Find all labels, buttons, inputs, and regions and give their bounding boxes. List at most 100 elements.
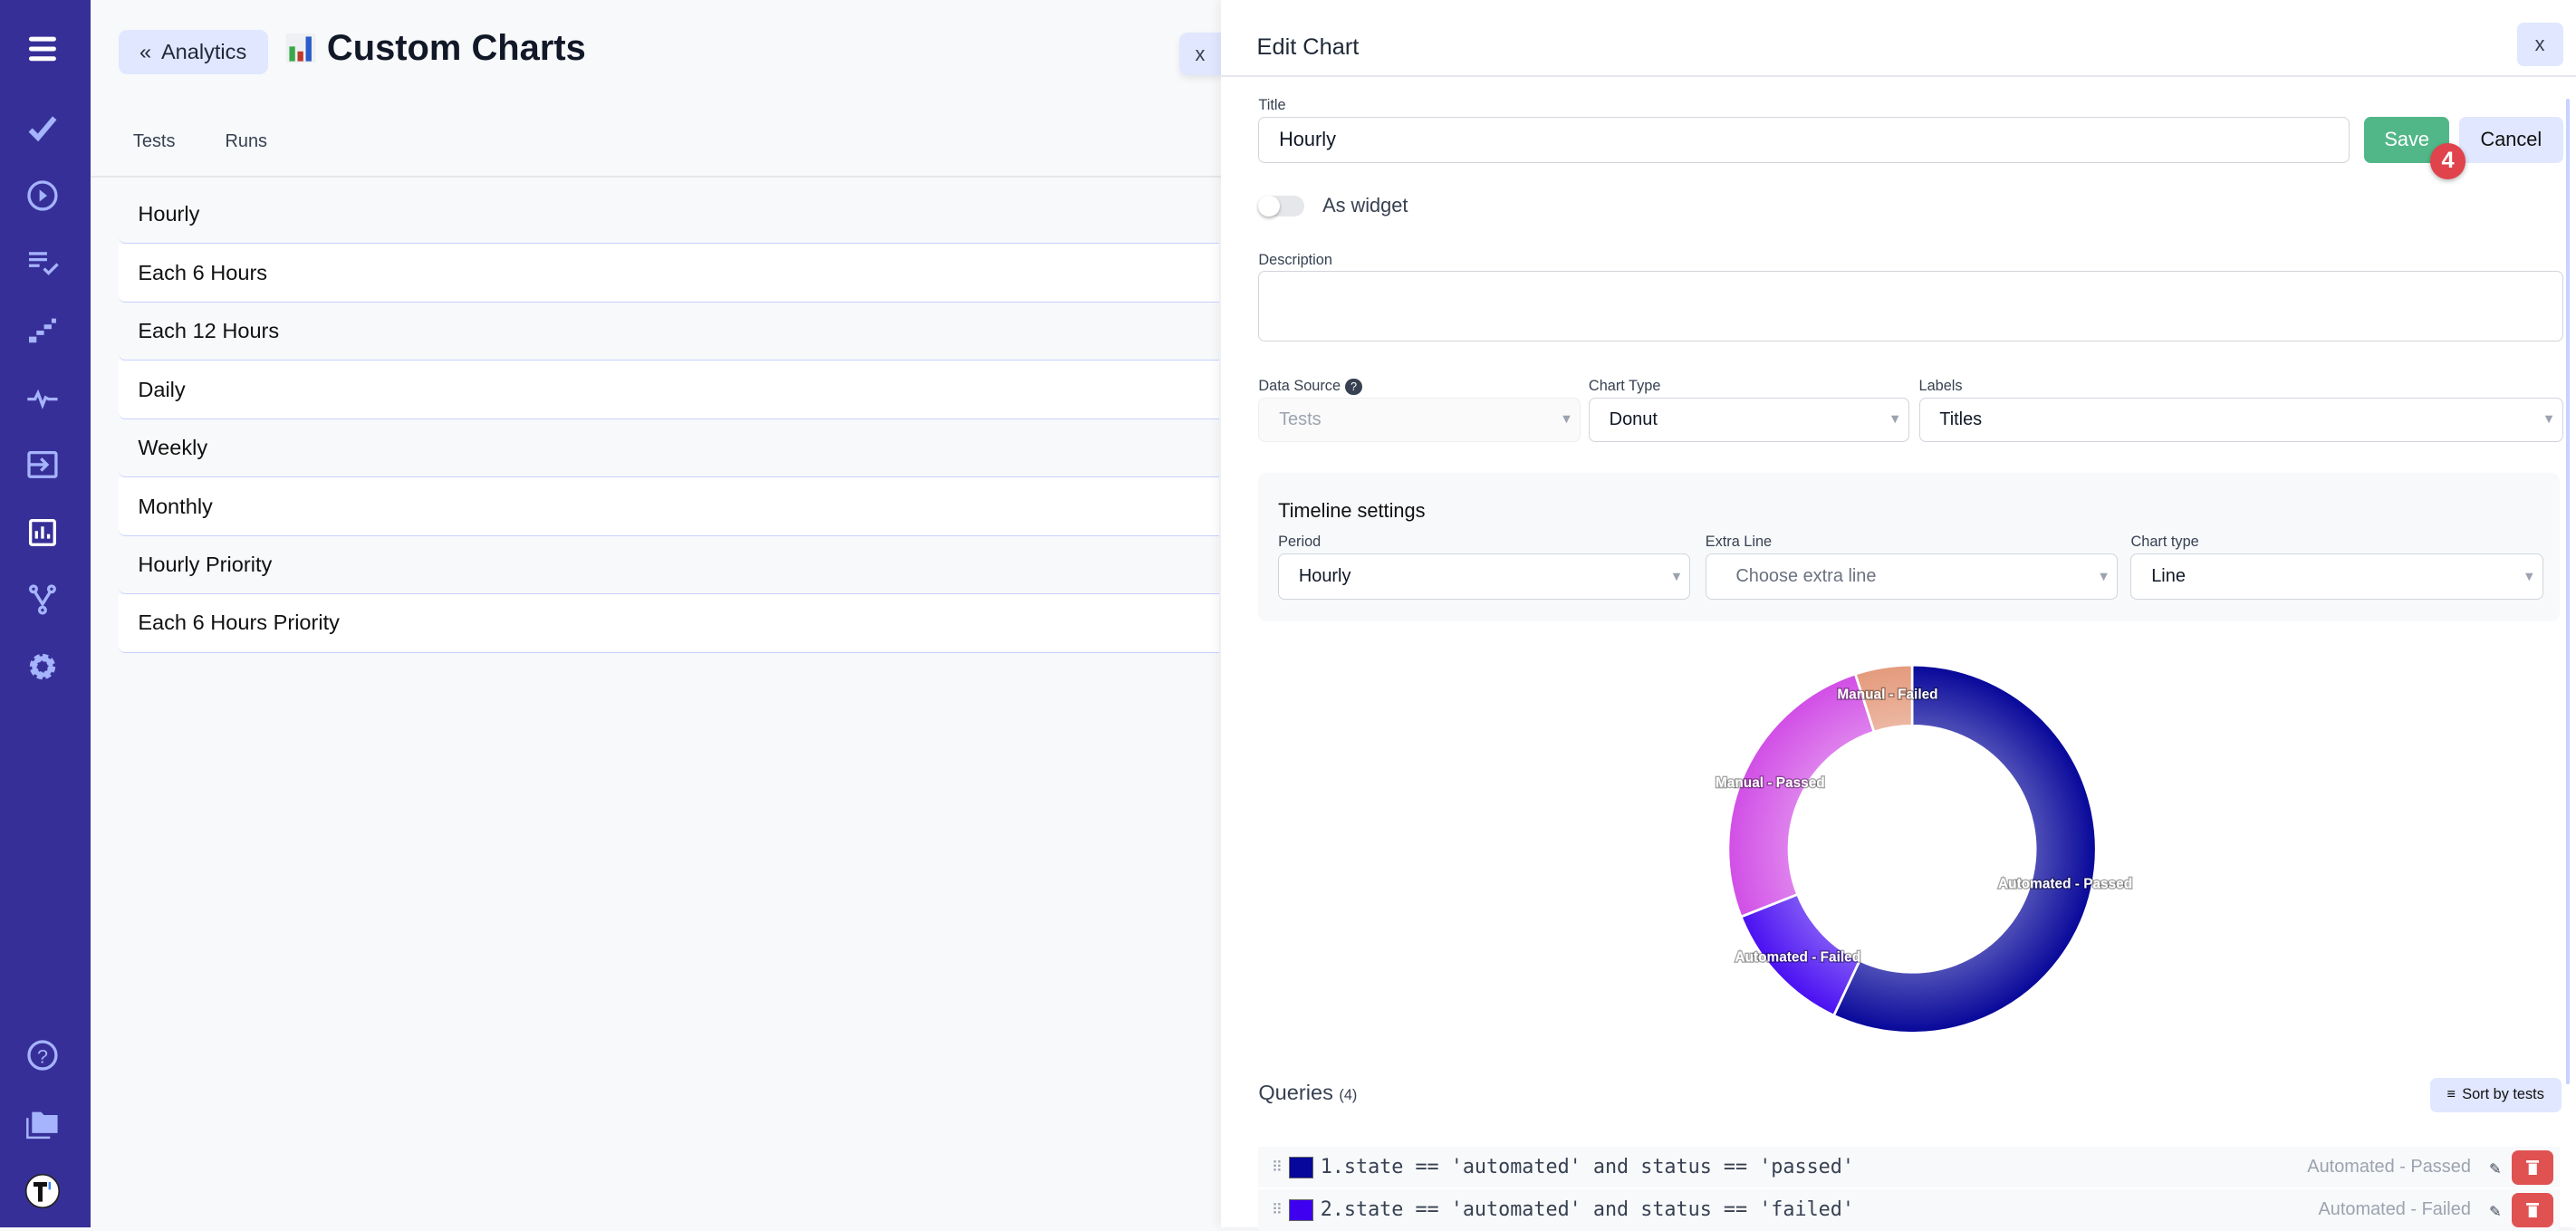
pencil-icon[interactable]: ✎ (2489, 1156, 2501, 1178)
query-row[interactable]: ⠿ 1.state == 'automated' and status == '… (1258, 1147, 2560, 1188)
delete-query-button[interactable] (2512, 1192, 2553, 1227)
donut-slice-manual-passed[interactable] (1726, 672, 1876, 919)
close-panel-button[interactable]: x (1179, 33, 1221, 76)
donut-slice-automated-passed[interactable] (1831, 664, 2098, 1035)
extra-line-label: Extra Line (1705, 534, 1773, 551)
data-source-value: Tests (1279, 409, 1322, 429)
list-item[interactable]: Monthly (118, 477, 1219, 536)
caret-down-icon: ▼ (2097, 569, 2110, 584)
caret-down-icon: ▼ (2542, 412, 2556, 428)
donut-label: Automated - Failed (1735, 950, 1861, 966)
list-item[interactable]: Weekly (118, 418, 1219, 478)
query-color-swatch[interactable] (1289, 1156, 1314, 1178)
sort-icon: ≡ (2446, 1086, 2456, 1103)
chart-type-select[interactable]: Donut ▼ (1588, 397, 1909, 442)
extra-line-select[interactable]: Choose extra line ▼ (1705, 553, 2118, 601)
panel-title: Edit Chart (1256, 34, 1360, 61)
sort-by-tests-button[interactable]: ≡ Sort by tests (2429, 1077, 2562, 1112)
timeline-title: Timeline settings (1278, 499, 1426, 523)
cancel-button[interactable]: Cancel (2459, 116, 2563, 163)
timeline-chart-type-value: Line (2151, 566, 2186, 587)
menu-icon[interactable] (23, 30, 62, 70)
back-to-analytics-button[interactable]: « Analytics (118, 29, 268, 74)
double-chevron-left-icon: « (139, 39, 152, 63)
chart-type-value: Donut (1609, 409, 1658, 429)
trash-icon (2525, 1159, 2540, 1175)
queries-count: (4) (1339, 1087, 1358, 1104)
list-item[interactable]: Hourly (118, 185, 1219, 245)
help-icon[interactable]: ? (1345, 378, 1362, 395)
as-widget-label: As widget (1322, 194, 1408, 217)
query-row[interactable]: ⠿ 2.state == 'automated' and status == '… (1258, 1189, 2560, 1231)
labels-select[interactable]: Titles ▼ (1918, 397, 2563, 442)
list-item[interactable]: Hourly Priority (118, 535, 1219, 595)
donut-label: Automated - Passed (1998, 877, 2132, 892)
title-label: Title (1258, 97, 1286, 113)
drag-handle-icon[interactable]: ⠿ (1271, 1201, 1283, 1219)
delete-query-button[interactable] (2512, 1149, 2553, 1185)
save-button[interactable]: Save (2364, 116, 2450, 163)
donut-label: Manual - Passed (1716, 775, 1825, 791)
bar-chart-emoji-icon (285, 34, 316, 63)
help-icon[interactable]: ? (23, 1035, 62, 1075)
steps-icon[interactable] (23, 311, 62, 351)
gear-icon[interactable] (23, 648, 62, 688)
period-value: Hourly (1298, 566, 1351, 587)
labels-label: Labels (1918, 378, 1963, 395)
back-label: Analytics (160, 39, 247, 63)
branch-icon[interactable] (23, 580, 62, 620)
donut-chart: Automated - Passed Automated - Failed Manu… (1715, 664, 2134, 1035)
donut-label: Manual - Failed (1837, 688, 1937, 703)
pulse-icon[interactable] (23, 378, 62, 418)
play-circle-icon[interactable] (23, 176, 62, 216)
donut-slice-manual-failed[interactable] (1853, 664, 1914, 735)
trash-icon (2525, 1202, 2540, 1217)
list-item[interactable]: Each 12 Hours (118, 302, 1219, 361)
data-source-select[interactable]: Tests ▼ (1258, 397, 1581, 442)
step-badge: 4 (2429, 142, 2466, 179)
timeline-chart-type-label: Chart type (2130, 534, 2199, 551)
query-text: 1.state == 'automated' and status == 'pa… (1320, 1156, 1854, 1179)
divider (90, 176, 1221, 178)
chart-type-label: Chart Type (1588, 378, 1661, 395)
caret-down-icon: ▼ (1560, 412, 1573, 428)
tab-tests[interactable]: Tests (132, 131, 176, 152)
analytics-chart-icon[interactable] (23, 513, 62, 553)
list-item[interactable]: Each 6 Hours Priority (118, 594, 1219, 653)
sort-label: Sort by tests (2462, 1086, 2544, 1103)
period-select[interactable]: Hourly ▼ (1278, 553, 1691, 601)
description-label: Description (1258, 251, 1332, 268)
sidebar: ? (0, 0, 91, 1227)
timeline-settings: Timeline settings Period Hourly ▼ Extra L… (1258, 473, 2560, 621)
caret-down-icon: ▼ (1889, 412, 1902, 428)
avatar-logo[interactable] (23, 1171, 62, 1211)
pencil-icon[interactable]: ✎ (2489, 1198, 2501, 1221)
folder-icon[interactable] (23, 1104, 62, 1144)
page-title: Custom Charts (284, 28, 586, 69)
svg-text:?: ? (37, 1044, 48, 1067)
title-input[interactable]: Hourly (1258, 116, 2350, 163)
labels-value: Titles (1939, 409, 1983, 429)
query-color-swatch[interactable] (1289, 1198, 1314, 1221)
period-label: Period (1278, 534, 1322, 551)
scrollbar[interactable] (2566, 98, 2570, 1085)
page-title-text: Custom Charts (326, 27, 586, 68)
as-widget-toggle[interactable] (1258, 195, 1305, 217)
timeline-chart-type-select[interactable]: Line ▼ (2130, 553, 2543, 601)
list-check-icon[interactable] (23, 243, 62, 283)
import-icon[interactable] (23, 446, 62, 486)
list-item[interactable]: Daily (118, 361, 1219, 419)
description-textarea[interactable] (1258, 271, 2563, 342)
list-item[interactable]: Each 6 Hours (118, 244, 1219, 303)
tab-runs[interactable]: Runs (225, 131, 268, 152)
checkmark-icon[interactable] (23, 109, 62, 149)
data-source-label-text: Data Source (1258, 378, 1341, 395)
queries-title: Queries (4) (1258, 1081, 1357, 1105)
caret-down-icon: ▼ (2523, 569, 2536, 584)
data-source-label: Data Source ? (1258, 378, 1362, 395)
extra-line-placeholder: Choose extra line (1735, 566, 1877, 587)
close-button[interactable]: x (2516, 23, 2563, 66)
toggle-knob (1258, 195, 1280, 217)
drag-handle-icon[interactable]: ⠿ (1271, 1159, 1283, 1177)
queries-title-text: Queries (1258, 1081, 1333, 1105)
